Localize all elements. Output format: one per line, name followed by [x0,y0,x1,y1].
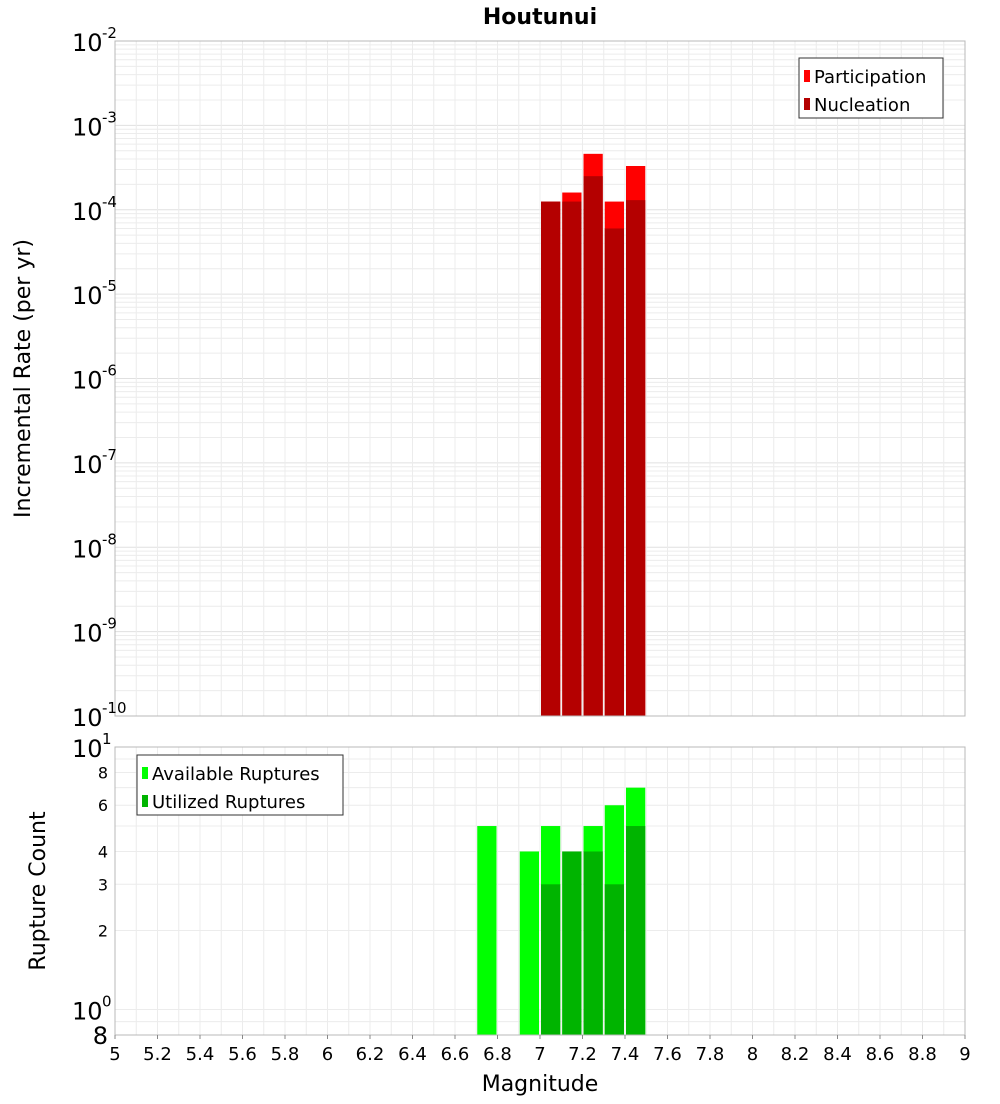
ytick-base: 10 [72,704,103,732]
legend-swatch [142,767,148,779]
ytick-base: 10 [72,198,103,226]
x-tick-label: 8.8 [908,1044,937,1065]
ytick-exponent: -9 [102,615,117,633]
top-ytick-label: 10 -5 [72,277,117,310]
x-tick-label: 5.6 [228,1044,257,1065]
ytick-exponent: -6 [102,362,117,380]
nucleation-bar [562,201,582,716]
x-tick-label: 6.4 [398,1044,427,1065]
x-tick-label: 5.8 [271,1044,300,1065]
x-tick-label: 7.2 [568,1044,597,1065]
ytick-exponent: -10 [102,699,127,717]
ytick-exponent: 0 [102,993,112,1011]
ytick-exponent: -2 [102,24,117,42]
ytick-exponent: -3 [102,108,117,126]
top-legend-box [798,57,944,119]
bottom-ytick-label: 4 [98,842,108,861]
bottom-y-axis-label: Rupture Count [26,811,51,971]
legend-label: Participation [814,67,926,88]
utilized-ruptures-bar [541,884,561,1035]
x-tick-label: 9 [959,1044,970,1065]
x-tick-label: 5.2 [143,1044,172,1065]
bottom-ytick-label: 2 [98,922,108,941]
nucleation-bar [541,201,561,716]
x-tick-label: 8.6 [866,1044,895,1065]
bottom-ytick-label: 8 [93,1022,108,1050]
top-legend: Participation Nucleation [798,57,944,119]
bottom-ytick-label: 3 [98,875,108,894]
x-tick-label: 7 [534,1044,545,1065]
utilized-ruptures-bar [626,826,646,1035]
ytick-base: 10 [72,451,103,479]
x-tick-label: 5 [109,1044,120,1065]
x-tick-label: 6 [322,1044,333,1065]
bottom-ymajor-label: 10 1 [72,730,112,763]
bottom-ytick-label: 6 [98,796,108,815]
legend-swatch [804,70,810,82]
nucleation-bar [583,176,603,716]
available-ruptures-bar [519,851,539,1035]
legend-swatch [142,795,148,807]
top-y-axis-label: Incremental Rate (per yr) [11,239,36,518]
top-ytick-label: 10 -4 [72,193,117,226]
x-tick-label: 8 [747,1044,758,1065]
utilized-ruptures-bar [562,851,582,1035]
ytick-exponent: -7 [102,446,117,464]
legend-label: Available Ruptures [152,764,320,785]
x-tick-label: 8.4 [823,1044,852,1065]
ytick-exponent: -4 [102,193,117,211]
utilized-ruptures-bar [583,851,603,1035]
top-ytick-label: 10 -8 [72,530,117,563]
ytick-exponent: -5 [102,277,117,295]
top-ytick-label: 10 -3 [72,108,117,141]
x-axis-label: Magnitude [482,1072,599,1097]
chart-title: Houtunui [483,5,597,30]
top-ytick-label: 10 -10 [72,699,127,732]
ytick-base: 10 [72,367,103,395]
x-tick-label: 5.4 [186,1044,215,1065]
legend-label: Utilized Ruptures [152,792,305,813]
legend-swatch [804,98,810,110]
top-ytick-label: 10 -7 [72,446,117,479]
nucleation-bar [604,228,624,716]
ytick-base: 10 [72,535,103,563]
bottom-ytick-label: 8 [98,763,108,782]
utilized-ruptures-bar [604,884,624,1035]
top-gridlines [114,40,966,717]
x-tick-label: 6.2 [356,1044,385,1065]
bottom-legend: Available Ruptures Utilized Ruptures [136,754,344,816]
top-ytick-label: 10 -2 [72,24,117,57]
x-tick-label: 7.4 [611,1044,640,1065]
bottom-legend-box [136,754,344,816]
ytick-base: 10 [72,620,103,648]
x-tick-label: 8.2 [781,1044,810,1065]
x-tick-labels: 5 5.2 5.4 5.6 5.8 6 6.2 6.4 6.6 6.8 7 7.2 7.4 7.6 7.8 8… [109,1035,971,1065]
utilized-ruptures-bars [541,826,646,1035]
bottom-ymajor-label: 10 0 [72,993,112,1026]
top-ytick-label: 10 -6 [72,362,117,395]
top-plot-border [114,40,966,717]
ytick-base: 10 [72,998,103,1026]
x-tick-label: 6.6 [441,1044,470,1065]
legend-label: Nucleation [814,95,910,116]
ytick-base: 10 [72,29,103,57]
ytick-base: 10 [72,113,103,141]
top-ytick-label: 10 -9 [72,615,117,648]
ytick-base: 10 [72,735,103,763]
ytick-exponent: 1 [102,730,112,748]
available-ruptures-bar [477,826,497,1035]
x-tick-label: 6.8 [483,1044,512,1065]
nucleation-bars [541,176,646,716]
ytick-base: 10 [72,282,103,310]
ytick-exponent: -8 [102,530,117,548]
nucleation-bar [626,200,646,716]
x-tick-label: 7.8 [696,1044,725,1065]
x-tick-label: 7.6 [653,1044,682,1065]
